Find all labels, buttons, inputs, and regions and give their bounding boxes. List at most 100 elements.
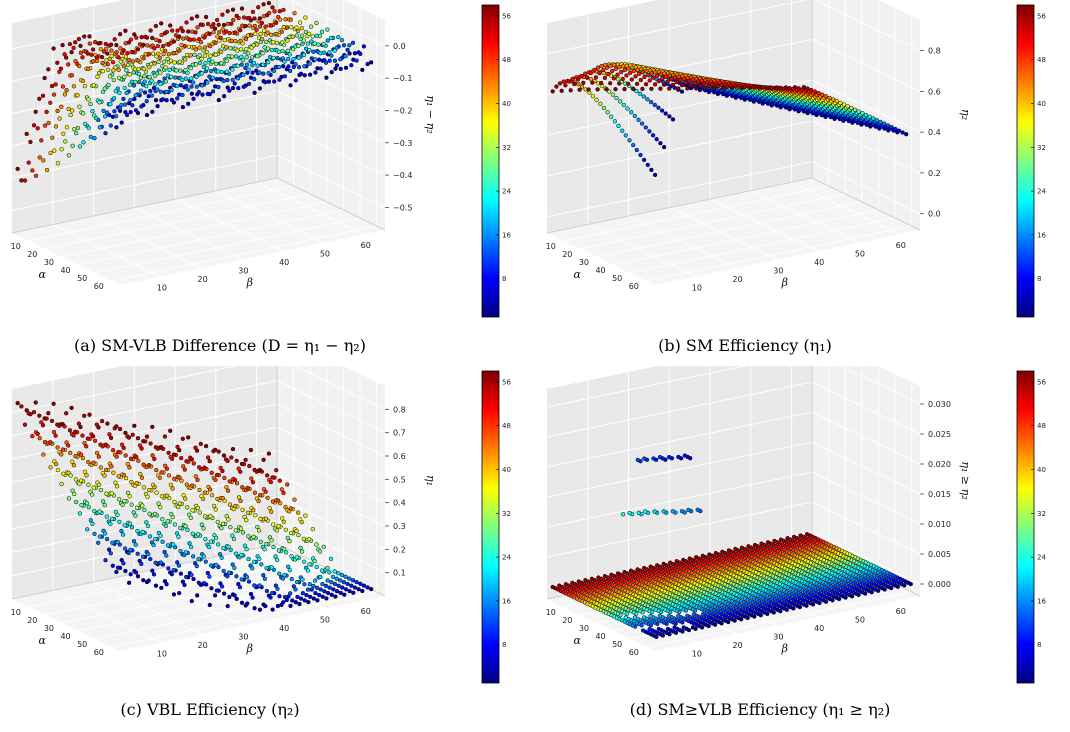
back-pane-left [12, 0, 277, 233]
chart-d: 0.000 0.005 0.010 0.015 0.020 0.025 0.030 η₁ ≥ … [546, 366, 1046, 684]
chart-b: 0.0 0.2 0.4 0.6 0.8 η₂ 10 20 30 40 50 60 β 10 20 30 40 50… [546, 0, 1046, 318]
chart-c: 0.10.20.30.40.50.60.70.8η₁102030405060β1… [11, 366, 511, 684]
z-axis-label: η₂ [959, 109, 972, 120]
z-tick-label: 0.7 [393, 429, 406, 438]
x-axis-label: β [781, 276, 788, 289]
colorbar: 8 16 24 32 40 48 56 [1016, 370, 1046, 684]
y-tick-label: 20 [27, 250, 37, 259]
colorbar-gradient [481, 4, 500, 318]
x-tick-label: 20 [198, 275, 208, 284]
x-tick-label: 30 [773, 267, 783, 276]
x-tick-label: 40 [279, 624, 289, 633]
z-tick-label: 0.020 [928, 460, 951, 469]
y-tick-label: 50 [77, 640, 87, 649]
colorbar-tick-label: 16 [502, 231, 511, 239]
floor-pane [547, 178, 920, 285]
colorbar-tick-label: 16 [502, 597, 511, 605]
z-tick-label: 0.6 [928, 87, 941, 96]
colorbar-tick-label: 40 [1037, 100, 1046, 108]
colorbar-tick-label: 40 [502, 100, 511, 108]
back-pane-right [277, 0, 385, 230]
x-axis-label: β [781, 642, 788, 655]
z-tick-label: 0.4 [928, 128, 941, 137]
scatter-points [15, 400, 374, 612]
x-tick-label: 40 [814, 624, 824, 633]
y-tick-label: 60 [94, 648, 104, 657]
y-tick-label: 30 [44, 258, 54, 267]
y-tick-label: 60 [629, 282, 639, 291]
x-tick-label: 40 [814, 258, 824, 267]
y-tick-label: 20 [27, 616, 37, 625]
z-tick-label: 0.2 [393, 545, 406, 554]
scatter-points [550, 453, 913, 640]
y-axis: 10 20 30 40 50 60 α [11, 608, 104, 657]
x-axis: 10 20 30 40 50 60 β [157, 241, 371, 292]
x-tick-label: 20 [733, 275, 743, 284]
x-axis-label: β [246, 642, 253, 655]
panel-b: 0.0 0.2 0.4 0.6 0.8 η₂ 10 20 30 40 50 60 β 10 20 30 40 50… [535, 0, 1070, 366]
x-tick-label: 20 [733, 641, 743, 650]
colorbar-tick-label: 32 [502, 510, 511, 518]
x-tick-label: 20 [198, 641, 208, 650]
y-tick-label: 30 [44, 624, 54, 633]
caption-a: (a) SM-VLB Difference (D = η₁ − η₂) [74, 336, 366, 355]
y-axis: 10 20 30 40 50 60 α [11, 242, 104, 291]
y-axis: 10 20 30 40 50 60 α [546, 608, 639, 657]
caption-b: (b) SM Efficiency (η₁) [658, 336, 832, 355]
x-tick-label: 60 [361, 241, 371, 250]
z-tick-label: 0.8 [393, 405, 406, 414]
back-pane-right [812, 366, 920, 596]
x-tick-label: 30 [238, 633, 248, 642]
z-tick-label: 0.5 [393, 475, 406, 484]
panel-c: 0.1 0.2 0.3 0.4 0.5 0.6 0.7 0.8 η₁ 10 20 30 40 50 60 β 1… [0, 366, 535, 732]
y-tick-label: 50 [612, 274, 622, 283]
y-tick-label: 10 [11, 608, 21, 617]
colorbar-tick-label: 24 [502, 554, 511, 562]
z-tick-label: 0.030 [928, 400, 951, 409]
scatter-points [550, 62, 909, 178]
z-tick-label: −0.5 [393, 203, 412, 212]
z-tick-label: −0.4 [393, 171, 412, 180]
colorbar-tick-label: 32 [502, 144, 511, 152]
y-axis-label: α [573, 634, 581, 647]
back-pane-left [547, 366, 812, 599]
x-tick-label: 10 [692, 650, 702, 659]
colorbar-tick-label: 40 [1037, 466, 1046, 474]
panel-d: 0.000 0.005 0.010 0.015 0.020 0.025 0.030 η₁ ≥ … [535, 366, 1070, 732]
y-tick-label: 50 [612, 640, 622, 649]
colorbar-tick-label: 56 [1037, 378, 1046, 386]
colorbar-tick-label: 16 [1037, 597, 1046, 605]
caption-c: (c) VBL Efficiency (η₂) [120, 700, 300, 719]
x-tick-label: 60 [361, 607, 371, 616]
scatter-points [15, 0, 374, 183]
x-axis: 10 20 30 40 50 60 β [692, 607, 906, 658]
y-tick-label: 40 [595, 266, 605, 275]
z-tick-label: −0.1 [393, 74, 412, 83]
colorbar-tick-label: 48 [502, 422, 511, 430]
x-tick-label: 60 [896, 241, 906, 250]
x-axis: 10 20 30 40 50 60 β [157, 607, 371, 658]
colorbar-tick-label: 32 [1037, 510, 1046, 518]
z-axis: −0.5 −0.4 −0.3 −0.2 −0.1 0.0 η₁ − η₂ [385, 42, 437, 212]
z-axis-label: η₁ − η₂ [424, 95, 437, 133]
x-tick-label: 10 [692, 284, 702, 293]
y-axis-label: α [38, 634, 46, 647]
x-tick-label: 60 [896, 607, 906, 616]
z-axis: 0.000 0.005 0.010 0.015 0.020 0.025 0.030 η₁ ≥ … [920, 400, 972, 589]
y-axis-label: α [573, 268, 581, 281]
z-axis: 0.1 0.2 0.3 0.4 0.5 0.6 0.7 0.8 η₁ [385, 405, 437, 578]
x-tick-label: 10 [157, 284, 167, 293]
x-axis-label: β [246, 276, 253, 289]
y-tick-label: 10 [546, 242, 556, 251]
y-tick-label: 40 [595, 632, 605, 641]
x-tick-label: 10 [157, 650, 167, 659]
z-tick-label: 0.025 [928, 430, 951, 439]
y-tick-label: 50 [77, 274, 87, 283]
y-tick-label: 10 [546, 608, 556, 617]
z-tick-label: 0.000 [928, 580, 951, 589]
chart-a: −0.5 −0.4 −0.3 −0.2 −0.1 0.0 η₁ − η₂ 10 20 30 40 50… [11, 0, 511, 318]
z-tick-label: 0.8 [928, 47, 941, 56]
z-tick-label: 0.005 [928, 550, 951, 559]
z-tick-label: 0.0 [928, 210, 941, 219]
colorbar: 8 16 24 32 40 48 56 [481, 370, 511, 684]
